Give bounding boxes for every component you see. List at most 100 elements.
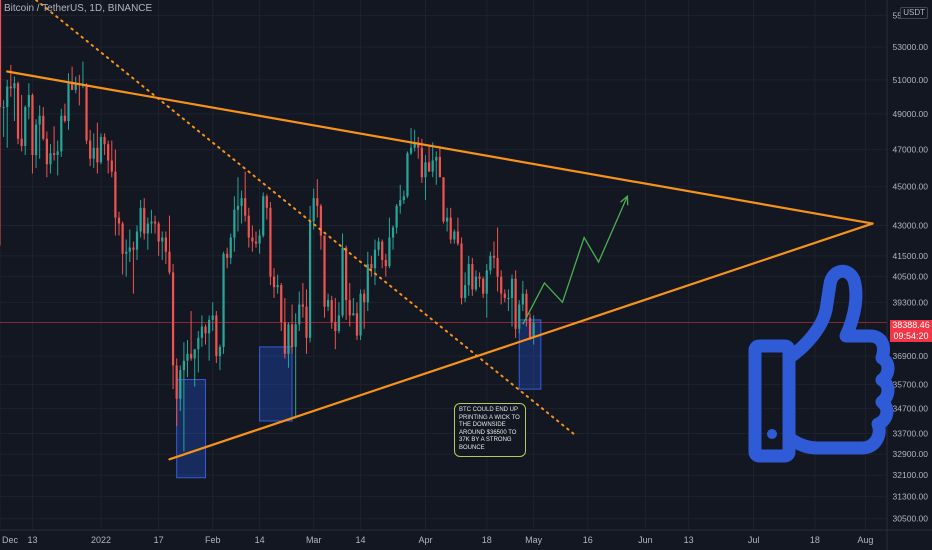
buy-zone — [176, 379, 207, 479]
candle-body — [456, 231, 460, 244]
candle-body — [489, 255, 492, 271]
candle-body — [518, 304, 521, 329]
candle-body — [460, 243, 463, 298]
candle-body — [431, 160, 434, 172]
candle-body — [56, 151, 59, 156]
candle-body — [45, 138, 48, 165]
candle-body — [244, 198, 247, 216]
annotation-callout[interactable]: BTC COULD END UP PRINTING A WICK TO THE … — [454, 403, 526, 457]
candle-body — [478, 276, 481, 279]
candle-body — [204, 326, 207, 334]
candle-body — [409, 147, 413, 154]
price-tick-label: 47000.00 — [893, 145, 929, 155]
candle-body — [532, 322, 535, 338]
candle-body — [500, 276, 503, 294]
candle-body — [208, 319, 211, 334]
candle-body — [427, 162, 431, 172]
time-tick-label: 17 — [154, 535, 164, 545]
candle-body — [417, 142, 420, 148]
candle-body — [391, 227, 395, 238]
candle-body — [388, 237, 391, 267]
candle-body — [9, 86, 12, 89]
candle-body — [424, 162, 427, 178]
candle-body — [236, 205, 240, 210]
chart-grid — [0, 0, 887, 530]
time-tick-label: 18 — [810, 535, 820, 545]
candle-body — [323, 235, 326, 307]
price-tick-label: 32900.00 — [893, 449, 929, 459]
candle-body — [103, 136, 106, 145]
candle-body — [510, 278, 514, 298]
candle-body — [464, 285, 467, 298]
candle-body — [395, 205, 398, 228]
candle-body — [370, 264, 373, 269]
candle-body — [337, 315, 341, 332]
candle-body — [226, 253, 229, 258]
candle-body — [85, 84, 88, 141]
buy-zones — [176, 319, 542, 479]
candle-body — [496, 257, 499, 277]
candle-body — [132, 247, 135, 250]
thumb-dot — [767, 429, 777, 439]
candle-body — [283, 322, 286, 354]
candle-body — [345, 247, 348, 301]
time-tick-label: Jul — [748, 535, 760, 545]
time-tick-label: 16 — [583, 535, 593, 545]
candle-body — [280, 285, 283, 323]
candle-body — [507, 297, 510, 299]
time-tick-label: Jun — [638, 535, 653, 545]
currency-badge[interactable]: USDT — [900, 7, 928, 19]
candle-body — [330, 300, 333, 323]
candle-body — [276, 285, 279, 288]
thumb-hand — [782, 264, 895, 455]
candle-body — [355, 313, 359, 336]
time-tick-label: 14 — [356, 535, 366, 545]
candle-body — [42, 115, 45, 139]
trendlines[interactable] — [0, 0, 887, 461]
time-tick-label: Mar — [306, 535, 322, 545]
price-tick-label: 39300.00 — [893, 297, 929, 307]
candle-body — [20, 138, 23, 146]
price-tick-label: 41500.00 — [893, 251, 929, 261]
candle-body — [381, 241, 384, 260]
candle-body — [193, 349, 196, 359]
candle-body — [52, 153, 56, 156]
candle-body — [438, 156, 442, 178]
candle-body — [34, 124, 38, 156]
candle-body — [503, 293, 506, 298]
time-tick-label: 18 — [482, 535, 492, 545]
candle-body — [99, 136, 103, 163]
candle-body — [117, 217, 121, 224]
candle-body — [182, 360, 186, 371]
candle-body — [359, 293, 362, 336]
candle-body — [420, 147, 423, 178]
candle-body — [298, 304, 301, 325]
candle-body — [482, 278, 485, 294]
time-axis[interactable]: Dec 13 2022 17 Feb 14 Mar 14 Apr 18 May 16 Jun 13 Jul 1… — [0, 529, 932, 545]
candle-body — [107, 144, 110, 161]
candle-series — [0, 0, 535, 452]
candle-body — [171, 272, 175, 366]
candle-body — [128, 247, 131, 252]
chart-title: Bitcoin / TetherUS, 1D, BINANCE — [4, 3, 153, 14]
candle-body — [373, 249, 377, 269]
thumbs-up-icon — [748, 264, 895, 463]
candle-body — [485, 270, 488, 294]
candle-body — [287, 324, 290, 354]
candle-body — [200, 326, 204, 338]
time-tick-label: Feb — [205, 535, 221, 545]
candle-body — [89, 140, 92, 159]
candle-body — [528, 317, 532, 338]
price-tick-label: 43000.00 — [893, 221, 929, 231]
candle-body — [316, 198, 319, 206]
price-tick-label: 34700.00 — [893, 404, 929, 414]
candle-body — [301, 304, 304, 307]
candle-body — [265, 196, 268, 208]
price-tick-label: 36900.00 — [893, 351, 929, 361]
candle-body — [13, 83, 16, 89]
candle-body — [63, 115, 67, 121]
candle-body — [363, 293, 366, 303]
buy-zone — [259, 346, 293, 422]
candle-body — [96, 147, 99, 163]
